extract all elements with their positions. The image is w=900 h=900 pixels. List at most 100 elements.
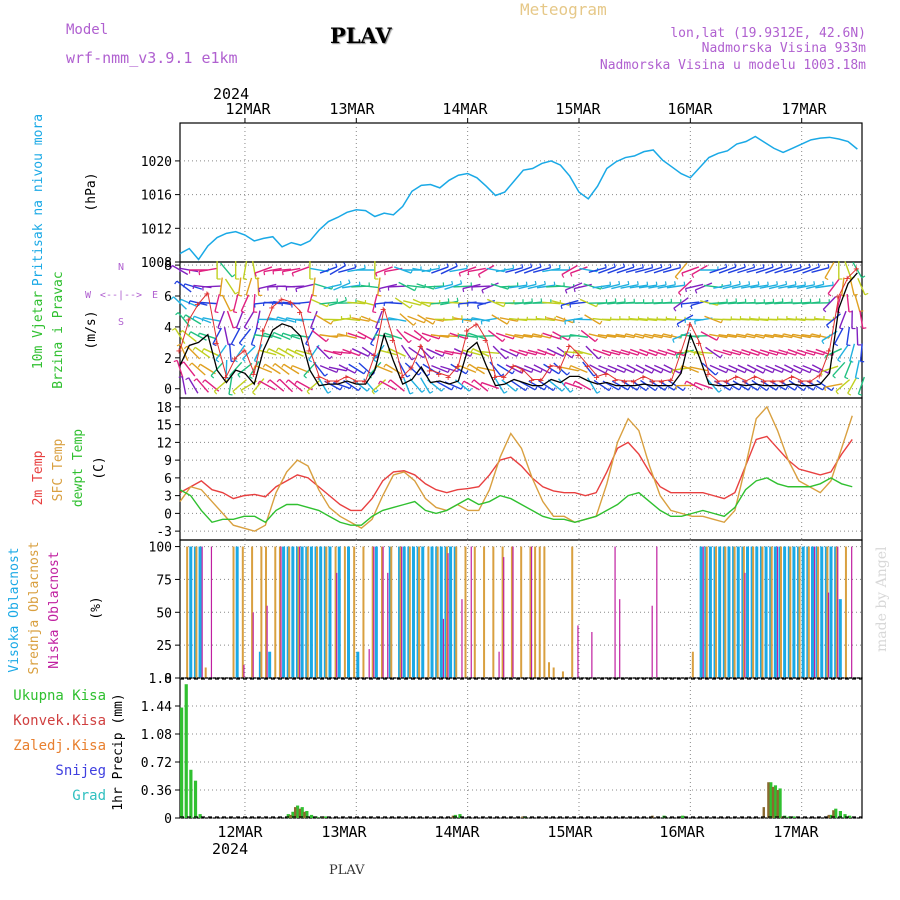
wind-barb-flag — [285, 317, 288, 322]
wind-barb — [360, 315, 379, 324]
mid-cloud-bar — [534, 546, 537, 678]
wind-unit-label: (m/s) — [84, 310, 99, 349]
wind-barb-flag — [240, 389, 244, 394]
low-cloud-bar — [401, 546, 403, 678]
wind-barb — [228, 343, 232, 362]
wind-barb-flag — [303, 375, 307, 379]
wind-barb — [420, 377, 431, 394]
wind-barb-flag — [429, 390, 434, 394]
wind-barb — [709, 266, 727, 274]
wind-barb — [644, 364, 662, 374]
gust-marker: + — [176, 346, 182, 357]
wind-barb — [230, 327, 241, 345]
wind-barb — [815, 284, 834, 289]
wind-barb-flag — [598, 355, 602, 360]
wind-barb-flag — [651, 264, 654, 268]
mid-cloud-bar — [399, 546, 402, 678]
mid-cloud-bar — [733, 546, 736, 678]
wind-barb — [750, 348, 768, 357]
wind-barb-flag — [618, 386, 621, 391]
wind-barb — [546, 348, 564, 357]
wind-barb — [811, 364, 829, 374]
conv-precip-bar — [303, 811, 306, 818]
wind-barb-flag — [632, 263, 635, 268]
wind-barb-flag — [251, 343, 256, 347]
wind-barb — [774, 364, 792, 374]
wind-barb — [821, 330, 838, 342]
top-day-label: 15MAR — [555, 100, 601, 118]
wind-barb-flag — [213, 391, 218, 395]
y-tick-label: 12 — [156, 436, 172, 451]
wind-barb-flag — [505, 355, 509, 360]
wind-barb — [396, 328, 410, 344]
mid-cloud-bar — [483, 546, 486, 678]
wind-barb — [585, 345, 600, 360]
high-cloud-bar — [746, 546, 750, 678]
wind-barb — [399, 313, 414, 326]
wind-barb — [827, 278, 840, 295]
high-cloud-bar — [300, 546, 304, 678]
wind-barb-flag — [457, 365, 460, 370]
low-cloud-bar — [266, 605, 268, 678]
wind-barb-flag — [674, 276, 679, 280]
high-cloud-bar — [421, 546, 425, 678]
wind-barb — [243, 311, 255, 328]
wind-barb — [731, 284, 750, 289]
wind-barb — [727, 333, 746, 339]
wind-barb-flag — [455, 262, 458, 267]
wind-barb-flag — [790, 369, 794, 373]
chart-title: Meteogram — [520, 0, 607, 19]
wind-barb-flag — [363, 264, 366, 269]
mid-cloud-bar — [278, 546, 281, 678]
wind-barb — [625, 266, 644, 274]
wind-barb-flag — [633, 369, 636, 373]
conv-precip-bar — [776, 790, 779, 818]
wind-barb — [245, 277, 253, 296]
wind-barb-flag — [233, 311, 238, 314]
wind-barb-flag — [294, 380, 298, 385]
wind-barb-flag — [573, 288, 576, 293]
station-elevation: Nadmorska Visina 933m — [702, 41, 867, 56]
wind-barb — [282, 267, 301, 273]
wind-barb-flag — [776, 281, 778, 285]
wind-barb-flag — [725, 369, 729, 373]
gust-marker: + — [844, 273, 850, 284]
t2m-axis-label: 2m Temp — [31, 450, 46, 505]
gust-marker: + — [334, 377, 340, 388]
gust-marker: + — [659, 377, 665, 388]
wind-barb — [833, 327, 844, 345]
wind-barb — [737, 333, 755, 339]
station-title: PLAV — [330, 23, 392, 48]
time-axes: 12MAR 13MAR 14MAR 15MAR 16MAR 17MAR 12MAR 13MAR… — [212, 100, 828, 858]
conv-precip-bar — [289, 814, 292, 818]
mid-cloud-bar — [325, 546, 328, 678]
wind-barb-flag — [461, 350, 464, 354]
wind-barb — [418, 345, 433, 360]
wind-barb-flag — [458, 272, 461, 277]
mid-cloud-bar — [705, 546, 708, 678]
wind-barb — [765, 364, 783, 374]
wind-barb — [741, 349, 759, 356]
wind-barb — [425, 285, 444, 288]
wind-barb-flag — [183, 345, 188, 350]
wind-barb — [496, 363, 513, 375]
high-cloud-label: Visoka Oblacnost — [7, 547, 22, 672]
wind-barb — [787, 317, 806, 322]
low-cloud-bar — [447, 553, 449, 678]
wind-barb — [728, 364, 746, 374]
compass-w: W — [85, 290, 92, 301]
wind-barb-flag — [456, 297, 459, 302]
wind-barb-flag — [678, 264, 682, 268]
gust-marker: + — [798, 377, 804, 388]
gust-marker: + — [362, 377, 368, 388]
wind-barb — [561, 264, 578, 276]
high-cloud-bar — [838, 599, 842, 678]
mid-cloud-bar — [455, 546, 458, 678]
wind-barb — [258, 283, 277, 290]
wind-barb-flag — [451, 280, 454, 285]
gust-marker: + — [204, 289, 210, 300]
high-cloud-bar — [727, 546, 731, 678]
wind-barb-flag — [426, 373, 430, 377]
wind-barb — [607, 334, 626, 338]
dewpoint-line — [179, 477, 853, 526]
